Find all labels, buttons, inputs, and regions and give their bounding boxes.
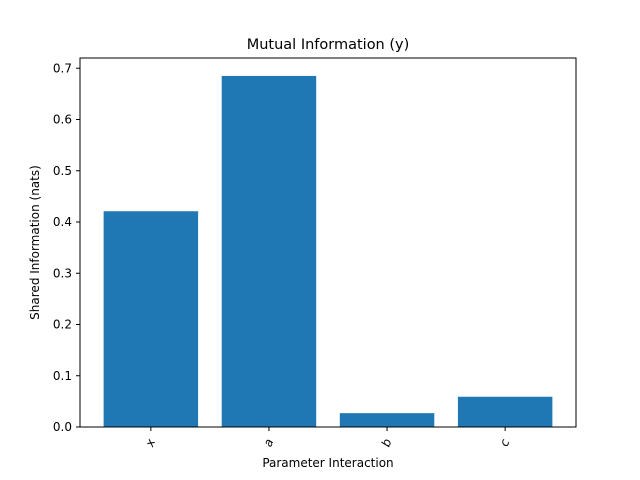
x-tick-label-x: x xyxy=(142,436,158,449)
plot-frame xyxy=(79,57,577,428)
x-tick-label-b: b xyxy=(379,436,395,448)
bar-x xyxy=(103,211,199,427)
y-tick-label: 0.4 xyxy=(53,215,72,229)
y-tick-label: 0.2 xyxy=(53,318,72,332)
y-axis-label: Shared Information (nats) xyxy=(28,165,42,320)
bar-b xyxy=(339,413,435,427)
y-tick-label: 0.5 xyxy=(53,164,72,178)
bars-layer xyxy=(103,75,553,427)
y-tick-label: 0.7 xyxy=(53,61,72,75)
x-tick-label-c: c xyxy=(497,437,513,448)
bar-a xyxy=(221,75,317,427)
y-axis: 0.0 0.1 0.2 0.3 0.4 0.5 0.6 0.7 xyxy=(53,61,80,434)
y-tick-label: 0.1 xyxy=(53,369,72,383)
chart-title: Mutual Information (y) xyxy=(247,37,410,53)
y-tick-label: 0.6 xyxy=(53,113,72,127)
y-tick-label: 0.0 xyxy=(53,420,72,434)
y-tick-label: 0.3 xyxy=(53,266,72,280)
x-tick-label-a: a xyxy=(261,437,277,449)
bar-c xyxy=(457,396,553,427)
x-axis-label: Parameter Interaction xyxy=(262,456,393,470)
